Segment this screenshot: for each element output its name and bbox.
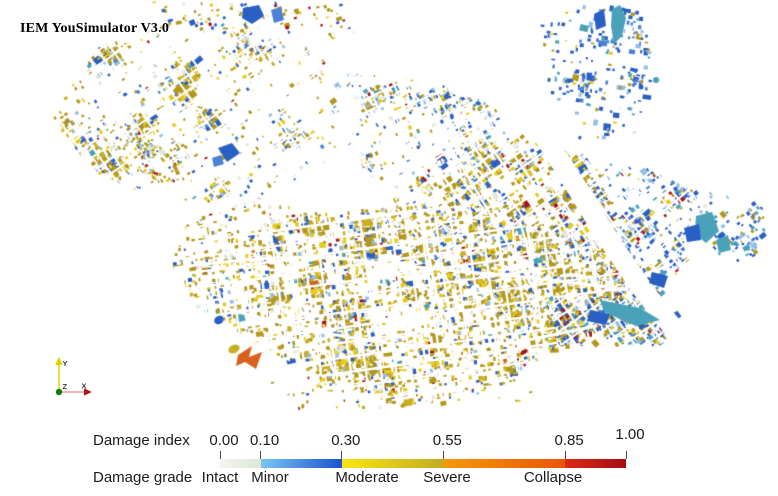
colorbar-tick-label: 0.30 (331, 432, 361, 449)
grade-label-severe: Severe (423, 469, 471, 486)
colorbar-segment-severe (443, 459, 566, 468)
grade-label-moderate: Moderate (335, 469, 399, 486)
damage-map-viewport[interactable] (0, 0, 778, 422)
x-axis-arrow (84, 388, 92, 396)
colorbar-segment-minor (260, 459, 342, 468)
colorbar-tick (625, 451, 627, 459)
colorbar-tick (341, 451, 343, 459)
x-axis-label: X (82, 382, 87, 391)
grade-label-intact: Intact (201, 469, 239, 486)
damage-colorbar (220, 459, 626, 468)
z-axis-label: Z (63, 382, 68, 391)
damage-index-label: Damage index (93, 432, 190, 449)
colorbar-tick (564, 451, 566, 459)
colorbar-tick (219, 451, 221, 459)
colorbar-tick-label: 0.55 (432, 432, 462, 449)
colorbar-tick-label: 0.85 (554, 432, 584, 449)
colorbar-segment-intact (220, 459, 261, 468)
colorbar-tick-label: 0.00 (209, 432, 239, 449)
colorbar-segment-collapse (565, 459, 626, 468)
orientation-axes-gizmo: Y Z X (55, 357, 92, 396)
z-origin-dot (55, 388, 63, 396)
app-title: IEM YouSimulator V3.0 (20, 21, 170, 36)
damage-grade-label: Damage grade (93, 469, 193, 486)
grade-label-collapse: Collapse (523, 469, 583, 486)
grade-label-minor: Minor (251, 469, 289, 486)
colorbar-segment-moderate (341, 459, 444, 468)
colorbar-tick (260, 451, 262, 459)
colorbar-tick-label: 1.00 (615, 426, 645, 443)
y-axis-arrow (55, 357, 63, 365)
colorbar-tick-label: 0.10 (249, 432, 280, 449)
y-axis-label: Y (63, 359, 68, 368)
colorbar-tick (442, 451, 444, 459)
